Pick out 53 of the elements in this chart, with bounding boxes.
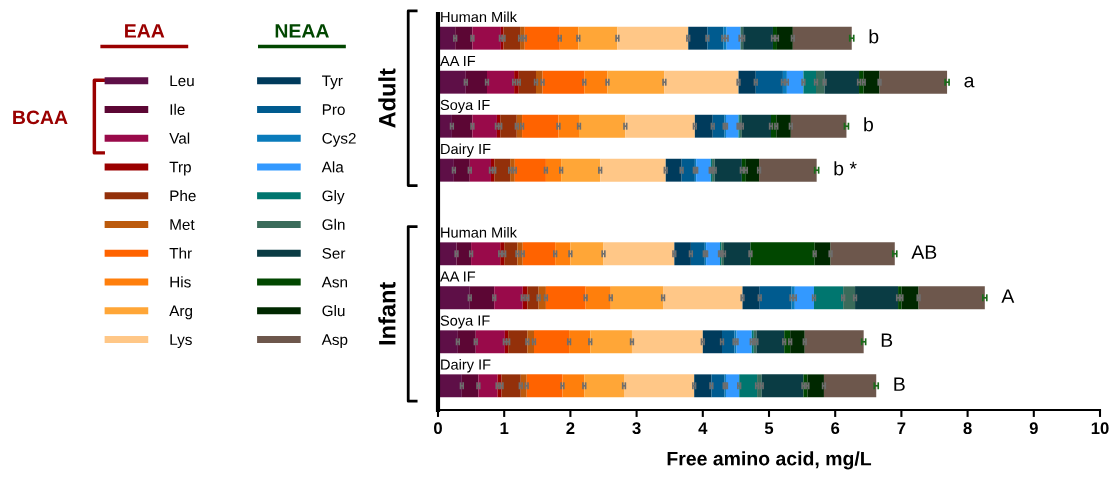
y-tick-label: AA IF <box>440 55 476 66</box>
legend-label: Trp <box>169 161 191 176</box>
x-tick-label: 1 <box>500 422 509 434</box>
y-tick-label: Soya IF <box>440 99 490 113</box>
x-tick-label: 8 <box>963 422 972 435</box>
legend-label: Asp <box>321 334 348 349</box>
text: Infant <box>378 282 396 345</box>
x-tick-label: 7 <box>897 422 906 434</box>
legend-label: Met <box>170 219 195 230</box>
x-tick-label: 5 <box>764 422 774 435</box>
x-tick-label: 0 <box>434 422 442 435</box>
annotation: AB <box>911 245 937 259</box>
legend-label: Asn <box>321 276 348 288</box>
legend-label: Gly <box>322 190 345 205</box>
legend-label: Thr <box>169 247 192 259</box>
legend-label: His <box>170 276 191 288</box>
y-tick-label: Human Milk <box>441 11 517 23</box>
legend-label: Glu <box>322 305 345 317</box>
legend-label: Ser <box>322 247 346 259</box>
legend-label: Gln <box>322 218 345 230</box>
x-tick-label: 9 <box>1029 422 1038 435</box>
legend-label: Cys2 <box>322 132 356 147</box>
text: NEAA <box>275 24 329 38</box>
annotation: a <box>964 76 975 88</box>
annotation: B <box>894 377 905 391</box>
text: EAA <box>125 24 165 38</box>
y-tick-label: Human Milk <box>441 227 517 238</box>
y-tick-label: Dairy IF <box>441 359 491 373</box>
annotation: A <box>1001 289 1015 303</box>
y-tick-label: Dairy IF <box>441 143 491 157</box>
text: BCAA <box>13 110 68 125</box>
x-axis-title: Free amino acid, mg/L <box>667 451 872 470</box>
x-tick-label: 4 <box>698 422 708 434</box>
annotation: b <box>869 29 879 44</box>
x-tick-label: 2 <box>566 422 575 434</box>
x-tick-label: 3 <box>632 422 641 435</box>
annotation: b <box>864 117 873 132</box>
annotation: b * <box>834 161 857 176</box>
legend-label: Pro <box>322 104 345 115</box>
x-tick-label: 10 <box>1091 422 1109 435</box>
legend-label: Arg <box>169 305 192 320</box>
text: Adult <box>378 68 396 128</box>
legend-label: Leu <box>170 75 194 87</box>
x-tick-label: 6 <box>831 422 840 435</box>
legend-label: Phe <box>170 190 196 202</box>
legend-label: Lys <box>170 334 192 349</box>
y-tick-label: AA IF <box>440 271 476 282</box>
legend-label: Ala <box>321 161 344 173</box>
legend-label: Val <box>169 132 190 144</box>
y-tick-label: Soya IF <box>440 315 490 329</box>
annotation: B <box>881 333 893 347</box>
legend-label: Tyr <box>322 75 343 90</box>
legend-label: Ile <box>170 103 185 115</box>
